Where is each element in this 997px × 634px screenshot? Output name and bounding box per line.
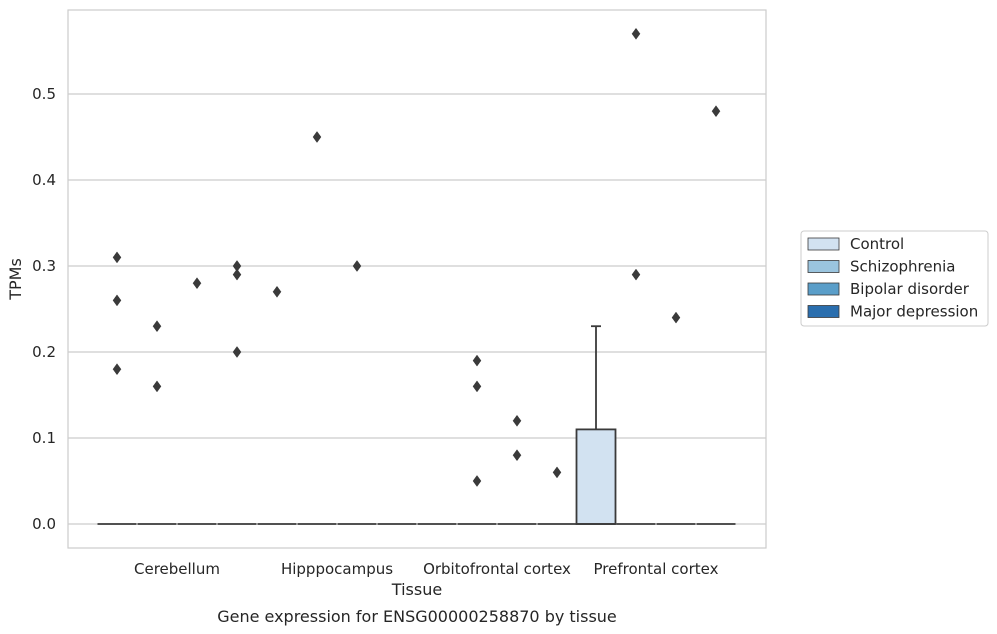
y-tick-label: 0.0 [32,515,56,533]
legend-swatch [807,305,840,318]
legend-swatch [807,237,840,251]
chart-title: Gene expression for ENSG00000258870 by t… [217,607,617,626]
y-tick-label: 0.3 [32,257,56,275]
outlier-point [112,363,122,376]
outlier-point [512,449,522,462]
outlier-point [272,285,282,298]
y-axis-label: TPMs [6,258,25,301]
outlier-point [472,354,482,367]
x-tick-label: Cerebellum [134,560,220,578]
box-prefrontal-cortex [575,428,617,525]
outlier-point [232,268,242,281]
outlier-point [192,277,202,290]
legend: Control Schizophrenia Bipolar disorder Majo… [800,230,989,327]
x-tick-labels: Cerebellum Hipppocampus Orbitofrontal cort… [134,560,719,578]
x-tick-label: Orbitofrontal cortex [423,560,571,578]
x-tick-label: Prefrontal cortex [594,560,719,578]
outlier-point [711,105,721,118]
outlier-point [152,380,162,393]
legend-label: Schizophrenia [850,258,955,276]
outlier-point [631,268,641,281]
x-tick-label: Hipppocampus [281,560,393,578]
outlier-point [152,320,162,333]
legend-swatch [807,260,840,273]
outlier-point [631,27,641,40]
legend-frame [800,230,989,327]
y-tick-label: 0.2 [32,343,56,361]
legend-label: Major depression [850,303,978,321]
outlier-point [232,346,242,358]
legend-items: Control Schizophrenia Bipolar disorder Majo… [807,235,978,321]
x-axis-label: Tissue [391,580,442,599]
grid-layer [68,93,766,525]
outlier-point [352,260,362,272]
outlier-point [112,251,122,264]
y-tick-label: 0.5 [32,85,56,103]
marks-layer [97,27,736,525]
legend-label: Bipolar disorder [850,280,970,298]
legend-swatch [807,282,840,296]
outlier-point [671,311,681,324]
outlier-point [472,475,482,487]
outlier-point [312,131,322,143]
plot-frame [67,9,767,549]
y-tick-label: 0.1 [32,429,56,447]
y-tick-labels: 0.0 0.1 0.2 0.3 0.4 0.5 [32,85,56,533]
y-tick-label: 0.4 [32,171,56,189]
outlier-point [552,466,562,479]
legend-label: Control [850,235,904,253]
outlier-point [112,294,122,307]
outlier-point [512,414,522,427]
outlier-point [472,380,482,393]
